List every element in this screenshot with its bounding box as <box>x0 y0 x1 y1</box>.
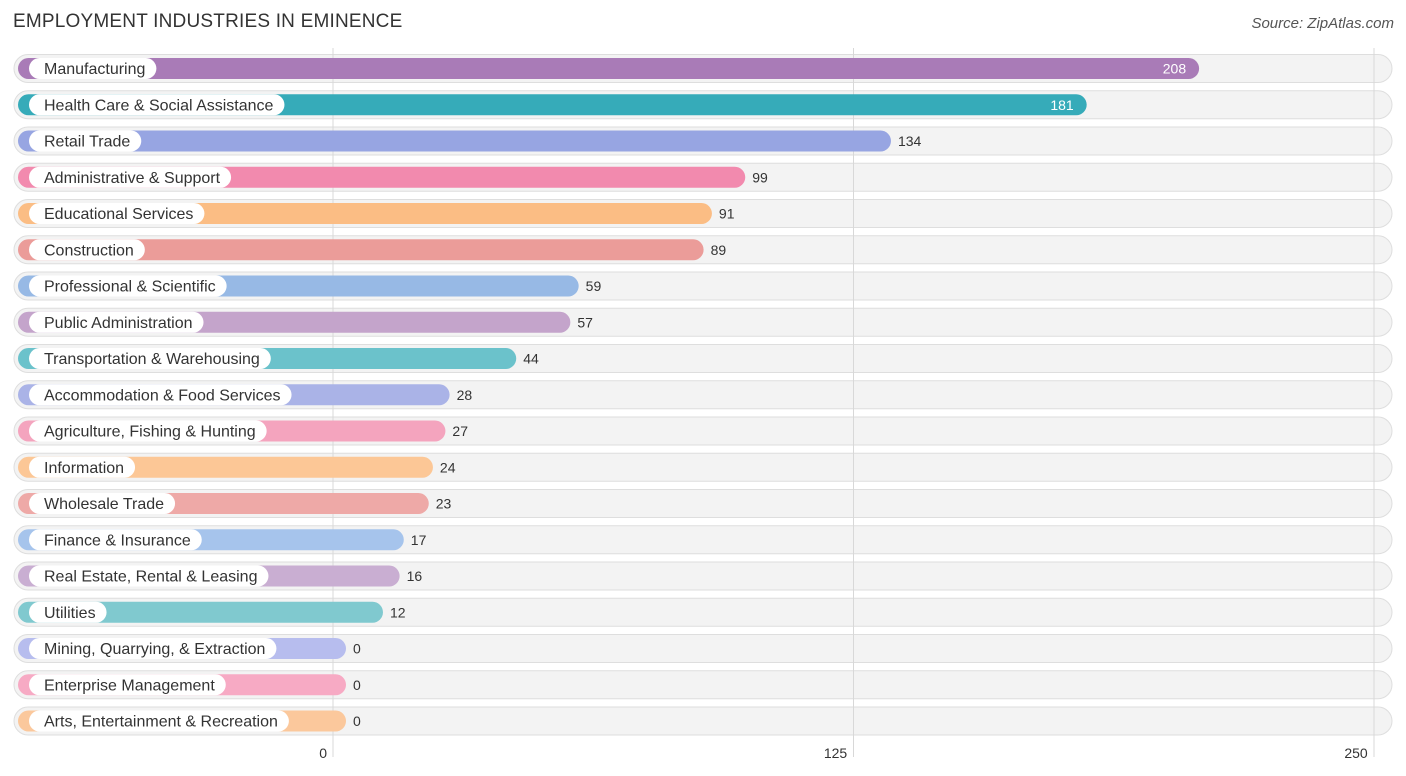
row-background <box>13 706 1393 736</box>
category-label-pill <box>29 130 142 152</box>
category-label-pill <box>29 638 277 659</box>
category-label-pill <box>29 565 269 587</box>
data-label: 91 <box>719 206 735 222</box>
category-label: Health Care & Social Assistance <box>44 97 274 114</box>
bar-group: Administrative & Support 99 <box>18 166 768 188</box>
bar-group: Arts, Entertainment & Recreation 0 <box>18 710 361 732</box>
data-label: 181 <box>1050 97 1074 113</box>
category-label: Educational Services <box>44 206 193 223</box>
bar <box>18 239 704 261</box>
bar <box>18 94 1087 116</box>
category-label-pill <box>29 674 226 696</box>
category-label: Accommodation & Food Services <box>44 387 281 404</box>
bar-group: Real Estate, Rental & Leasing 16 <box>18 565 423 587</box>
category-label-pill <box>29 456 136 478</box>
category-label-pill <box>29 420 267 442</box>
category-label: Enterprise Management <box>44 677 215 694</box>
category-label-pill <box>29 58 157 79</box>
category-label-pill <box>29 384 292 406</box>
bar <box>18 601 383 623</box>
x-tick-label: 125 <box>824 745 848 761</box>
chart-title: EMPLOYMENT INDUSTRIES IN EMINENCE <box>13 11 403 32</box>
bar-group: Educational Services 91 <box>18 203 735 224</box>
bar-group: Finance & Insurance 17 <box>18 529 427 551</box>
category-label: Public Administration <box>44 315 193 332</box>
bar <box>18 58 1200 79</box>
bar-group: Utilities 12 <box>18 601 406 623</box>
bar-group: Agriculture, Fishing & Hunting 27 <box>18 420 468 442</box>
category-label-pill <box>29 529 202 551</box>
bar-group: Information 24 <box>18 456 456 478</box>
row-background <box>13 670 1393 700</box>
category-label-pill <box>29 601 107 623</box>
data-label: 57 <box>577 314 593 330</box>
bar-group: Enterprise Management 0 <box>18 674 361 696</box>
bar-group: Health Care & Social Assistance 181 <box>18 94 1087 116</box>
category-label-pill <box>29 94 285 116</box>
bar <box>18 130 891 152</box>
x-axis-ticks: 0 125 250 <box>319 745 1368 761</box>
category-label-pill <box>29 348 271 369</box>
bar-group: Wholesale Trade 23 <box>18 493 452 514</box>
x-tick-label: 0 <box>319 745 327 761</box>
data-label: 23 <box>436 496 452 512</box>
data-label: 99 <box>752 169 768 185</box>
category-label: Retail Trade <box>44 134 130 151</box>
category-label: Finance & Insurance <box>44 532 191 549</box>
category-label: Manufacturing <box>44 61 145 78</box>
category-label-pill <box>29 275 227 297</box>
x-tick-label: 250 <box>1344 745 1368 761</box>
data-label: 44 <box>523 351 539 367</box>
data-label: 89 <box>711 242 727 258</box>
category-label: Mining, Quarrying, & Extraction <box>44 641 265 658</box>
category-label-pill <box>29 239 145 261</box>
bar-group: Transportation & Warehousing 44 <box>18 348 539 369</box>
data-label: 24 <box>440 459 456 475</box>
data-label: 59 <box>586 278 602 294</box>
category-label: Arts, Entertainment & Recreation <box>44 714 278 731</box>
data-label: 208 <box>1163 61 1187 77</box>
category-label: Administrative & Support <box>44 170 221 187</box>
data-label: 0 <box>353 713 361 729</box>
bar-group: Accommodation & Food Services 28 <box>18 384 473 406</box>
category-label: Utilities <box>44 605 96 622</box>
category-label-pill <box>29 493 176 514</box>
category-label: Professional & Scientific <box>44 279 216 296</box>
category-label: Real Estate, Rental & Leasing <box>44 569 257 586</box>
bar-group: Mining, Quarrying, & Extraction 0 <box>18 638 361 659</box>
category-label-pill <box>29 710 289 732</box>
bars: Manufacturing 208 Health Care & Social Ass… <box>18 58 1200 732</box>
data-label: 134 <box>898 133 922 149</box>
data-label: 0 <box>353 677 361 693</box>
bar-group: Public Administration 57 <box>18 311 593 333</box>
bar-group: Manufacturing 208 <box>18 58 1200 79</box>
bar-group: Construction 89 <box>18 239 727 261</box>
category-label: Information <box>44 460 124 477</box>
data-label: 16 <box>407 568 423 584</box>
category-label: Agriculture, Fishing & Hunting <box>44 424 256 441</box>
category-label: Wholesale Trade <box>44 496 164 513</box>
category-label-pill <box>29 311 204 333</box>
chart-source: Source: ZipAtlas.com <box>1251 15 1394 32</box>
data-label: 0 <box>353 641 361 657</box>
category-label-pill <box>29 166 232 188</box>
category-label: Transportation & Warehousing <box>44 351 260 368</box>
bar-group: Professional & Scientific 59 <box>18 275 602 297</box>
data-label: 28 <box>457 387 473 403</box>
category-label-pill <box>29 203 205 224</box>
data-label: 12 <box>390 604 406 620</box>
row-background <box>13 634 1393 663</box>
bar-group: Retail Trade 134 <box>18 130 922 152</box>
category-label: Construction <box>44 242 134 259</box>
data-label: 27 <box>452 423 468 439</box>
data-label: 17 <box>411 532 427 548</box>
